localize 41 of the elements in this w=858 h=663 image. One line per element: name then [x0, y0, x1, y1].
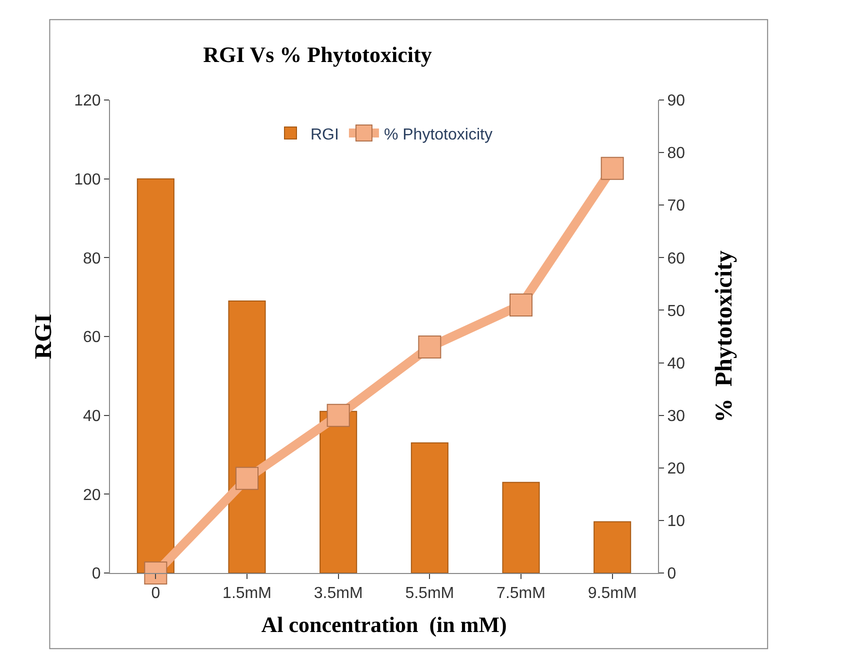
chart-title: RGI Vs % Phytotoxicity — [203, 42, 432, 67]
x-tick-label: 3.5mM — [314, 585, 363, 602]
y2-tick-label: 10 — [667, 513, 686, 530]
y2-tick-label: 30 — [667, 408, 686, 425]
y-tick-label: 60 — [83, 329, 101, 346]
bar — [502, 482, 540, 573]
point — [510, 293, 532, 316]
y-tick-label: 120 — [74, 92, 101, 110]
bar — [594, 521, 632, 573]
y2-tick-label: 20 — [667, 460, 686, 478]
y2-tick-label: 0 — [667, 566, 676, 583]
y2-tick-label: 90 — [667, 92, 686, 110]
y2-tick-label: 70 — [667, 198, 686, 215]
y2-tick-label: 50 — [667, 302, 686, 320]
point — [236, 466, 258, 490]
y-tick-label: 20 — [83, 486, 101, 504]
y2-axis-title: % Phytotoxicity — [711, 250, 738, 422]
point — [326, 404, 350, 427]
y2-tick-label: 60 — [667, 250, 686, 268]
x-tick-label: 7.5mM — [496, 585, 546, 602]
y-tick-label: 80 — [83, 250, 101, 268]
y-tick-label: 40 — [83, 408, 101, 425]
x-tick-label: 9.5mM — [588, 585, 637, 602]
bar — [136, 178, 174, 573]
y2-tick-label: 80 — [667, 145, 686, 162]
x-tick-label: 0 — [151, 585, 160, 602]
y-tick-label: 100 — [74, 171, 101, 188]
y-axis-title: RGI — [31, 314, 58, 360]
legend-label: % Phytotoxicity — [384, 126, 492, 144]
point — [600, 156, 624, 180]
legend-label: RGI — [310, 126, 339, 144]
y2-tick-label: 40 — [667, 355, 686, 372]
point — [144, 562, 168, 584]
bar — [228, 300, 266, 573]
bar — [410, 442, 448, 573]
x-tick-label: 1.5mM — [222, 585, 272, 602]
x-tick-label: 5.5mM — [405, 585, 454, 602]
bar — [320, 410, 358, 573]
x-axis-title: Al concentration (in mM) — [261, 612, 507, 638]
y-tick-label: 0 — [92, 566, 101, 583]
point — [418, 336, 442, 359]
